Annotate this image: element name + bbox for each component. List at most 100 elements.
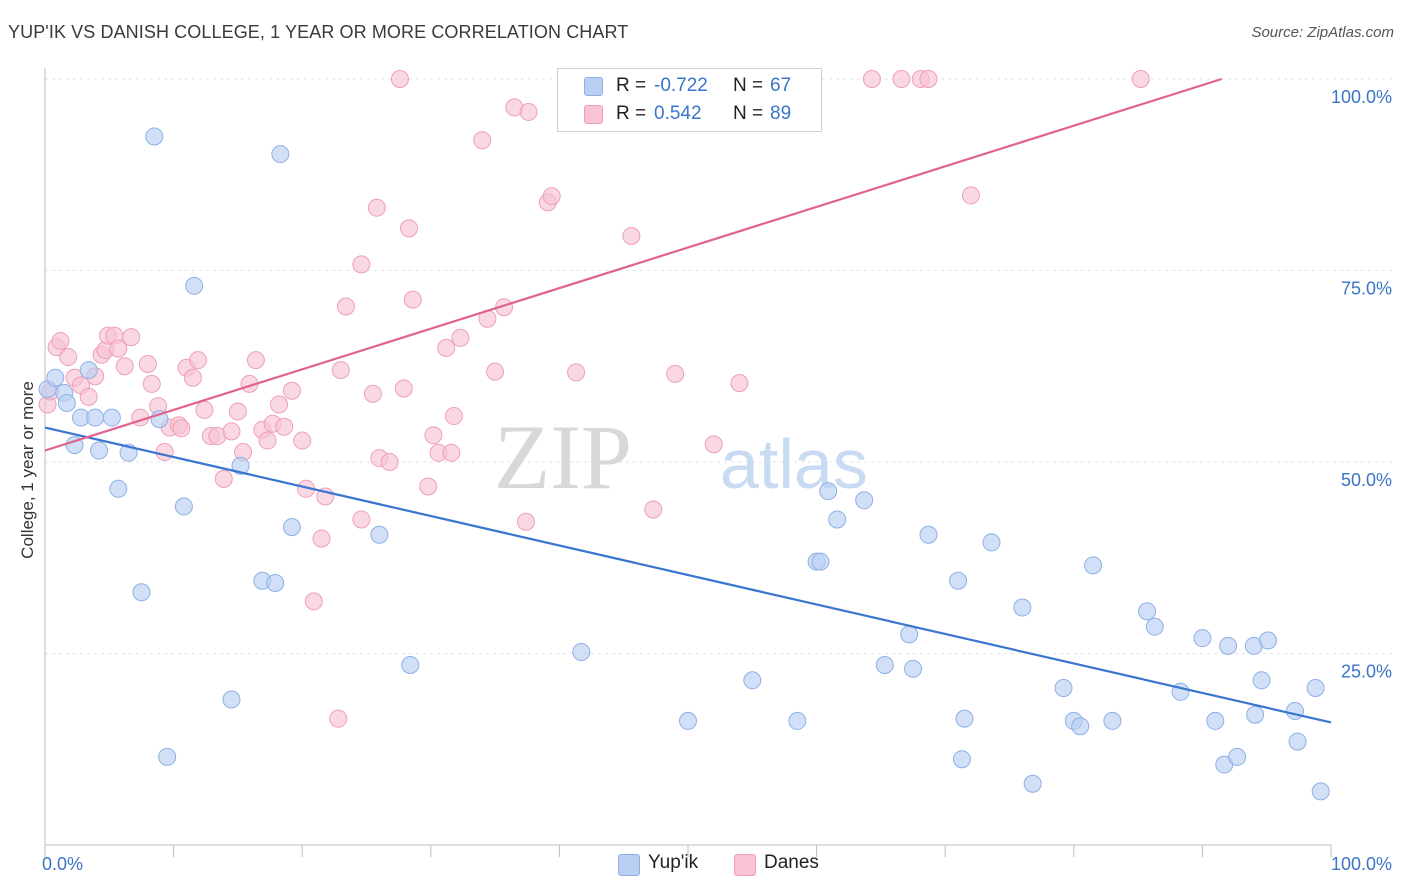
danes-point <box>644 500 663 519</box>
yupik-point <box>79 361 98 380</box>
yupik-point <box>904 659 923 678</box>
danes-point <box>1131 70 1150 88</box>
y-tick-label: 50.0% <box>1341 470 1392 490</box>
yupik-point <box>370 525 389 544</box>
danes-point <box>122 328 141 347</box>
legend-row-danes: R = 0.542 N = 89 <box>558 100 821 128</box>
yupik-point <box>855 491 874 510</box>
r-label: R = <box>616 103 647 124</box>
danes-point <box>367 198 386 217</box>
yupik-point <box>875 655 894 674</box>
yupik-point <box>1071 717 1090 736</box>
danes-point <box>275 417 294 436</box>
yupik-point <box>1103 711 1122 730</box>
yupik-point <box>572 642 591 661</box>
danes-point <box>183 368 202 387</box>
yupik-point <box>271 145 290 164</box>
danes-point <box>919 70 938 88</box>
yupik-point <box>788 711 807 730</box>
chart-source: Source: ZipAtlas.com <box>1251 24 1394 41</box>
tick-labels: 100.0% 75.0% 50.0% 25.0% 0.0% 100.0% <box>42 87 1392 874</box>
danes-point <box>542 187 561 206</box>
danes-point <box>403 290 422 309</box>
yupik-point <box>955 709 974 728</box>
danes-point <box>442 443 461 462</box>
yupik-legend-swatch <box>618 854 640 876</box>
yupik-point <box>1054 678 1073 697</box>
yupik-point <box>1084 556 1103 575</box>
axes <box>44 68 1332 857</box>
yupik-point <box>231 456 250 475</box>
danes-point <box>519 102 538 121</box>
y-tick-label: 75.0% <box>1341 279 1392 299</box>
yupik-point <box>57 394 76 413</box>
danes-point <box>730 374 749 393</box>
yupik-point <box>90 441 109 460</box>
n-label: N = <box>733 75 764 96</box>
danes-point <box>51 331 70 350</box>
danes-point <box>352 510 371 529</box>
danes-point <box>352 255 371 274</box>
danes-trend-line <box>44 77 1223 452</box>
n-value: 89 <box>770 103 792 124</box>
legend-row-yupik: R = -0.722 N = 67 <box>558 72 821 100</box>
y-tick-label: 25.0% <box>1341 662 1392 682</box>
danes-point <box>363 384 382 403</box>
yupik-point <box>1258 631 1277 650</box>
yupik-point <box>1306 678 1325 697</box>
yupik-point <box>1193 629 1212 648</box>
yupik-point <box>1228 747 1247 766</box>
danes-point <box>172 419 191 438</box>
danes-point <box>59 348 78 367</box>
yupik-point <box>132 583 151 602</box>
yupik-point <box>401 655 420 674</box>
yupik-point <box>282 518 301 537</box>
danes-legend-swatch <box>734 854 756 876</box>
danes-point <box>142 374 161 393</box>
yupik-point <box>900 625 919 644</box>
yupik-point <box>1206 711 1225 730</box>
yupik-point <box>982 533 1001 552</box>
r-value: -0.722 <box>654 75 708 96</box>
danes-point <box>892 70 911 88</box>
danes-point <box>331 361 350 380</box>
yupik-point <box>109 479 128 498</box>
danes-point <box>214 469 233 488</box>
yupik-point <box>1252 671 1271 690</box>
danes-swatch <box>584 105 603 124</box>
danes-point <box>195 400 214 419</box>
chart-title: YUP'IK VS DANISH COLLEGE, 1 YEAR OR MORE… <box>8 22 629 42</box>
danes-point <box>666 364 685 383</box>
yupik-swatch <box>584 77 603 96</box>
danes-point <box>622 227 641 246</box>
danes-point <box>155 443 174 462</box>
yupik-point <box>679 711 697 730</box>
y-tick-label: 100.0% <box>1331 87 1392 107</box>
danes-point <box>380 453 399 471</box>
x-tick-label-min: 0.0% <box>42 854 83 874</box>
danes-point <box>282 381 301 400</box>
danes-point <box>390 70 409 88</box>
danes-point <box>246 351 265 370</box>
yupik-point <box>1288 732 1307 751</box>
yupik-point <box>46 368 65 387</box>
danes-point <box>79 387 98 406</box>
danes-point <box>567 363 586 382</box>
yupik-point <box>819 482 838 501</box>
danes-point <box>437 338 456 357</box>
danes-point <box>486 362 505 381</box>
danes-legend-label: Danes <box>764 852 819 873</box>
danes-point <box>138 354 157 373</box>
danes-point <box>228 402 247 421</box>
yupik-point <box>1246 705 1265 724</box>
yupik-point <box>222 690 241 709</box>
yupik-point <box>811 552 830 571</box>
yupik-point <box>145 127 164 146</box>
r-label: R = <box>616 75 647 96</box>
yupik-point <box>952 750 971 769</box>
danes-point <box>399 219 418 238</box>
yupik-point <box>1219 636 1238 655</box>
danes-points <box>38 70 1150 728</box>
yupik-point <box>1013 598 1032 617</box>
